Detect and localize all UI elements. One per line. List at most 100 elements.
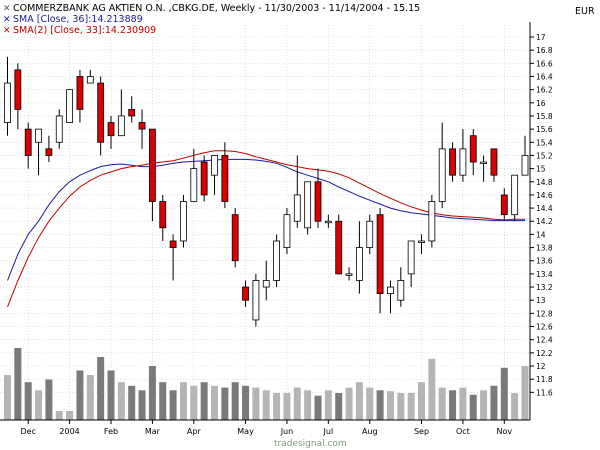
candle bbox=[428, 194, 436, 248]
volume-bar bbox=[190, 385, 198, 420]
volume-bar bbox=[304, 390, 312, 420]
y-tick-label: 14.2 bbox=[536, 217, 553, 226]
candle-body bbox=[511, 174, 519, 216]
candle bbox=[480, 155, 488, 182]
volume-bar bbox=[55, 411, 63, 420]
candle-body bbox=[469, 135, 477, 163]
volume-bars bbox=[4, 348, 529, 420]
y-tick-label: 12.8 bbox=[536, 309, 553, 318]
candle bbox=[407, 240, 415, 288]
x-tick-label: Aug bbox=[362, 427, 378, 436]
legend-marker-3: ✕ bbox=[3, 26, 11, 36]
volume-bar bbox=[355, 382, 363, 420]
candle bbox=[76, 69, 84, 123]
y-tick-label: 15.8 bbox=[536, 112, 553, 121]
volume-bar bbox=[500, 367, 508, 420]
candle bbox=[335, 214, 343, 275]
volume-bar bbox=[490, 385, 498, 420]
candle-body bbox=[211, 155, 218, 176]
volume-bar bbox=[521, 366, 529, 420]
candle-body bbox=[262, 280, 270, 288]
candle-body bbox=[376, 214, 384, 295]
candle-body bbox=[221, 155, 229, 202]
legend-marker-2: ✕ bbox=[3, 15, 11, 25]
volume-bar bbox=[14, 348, 22, 420]
candle-body bbox=[397, 280, 405, 301]
volume-bar bbox=[117, 382, 125, 420]
candle bbox=[469, 129, 477, 176]
candle bbox=[387, 280, 394, 314]
sma-33-line bbox=[7, 150, 525, 307]
x-axis-ticks: Dec 2004 Feb Mar Apr May Jun Jul Aug Sep Oct Nov bbox=[20, 420, 512, 436]
sma-lines bbox=[7, 150, 525, 307]
volume-bar bbox=[211, 385, 218, 420]
candlesticks bbox=[4, 56, 529, 327]
candle-body bbox=[159, 201, 167, 229]
candle-body bbox=[86, 76, 94, 84]
candle-body bbox=[252, 280, 260, 321]
y-tick-label: 11.8 bbox=[536, 375, 553, 384]
y-tick-label: 15.6 bbox=[536, 125, 553, 134]
candle-body bbox=[273, 240, 281, 281]
y-tick-label: 15 bbox=[536, 165, 546, 174]
candle bbox=[159, 194, 167, 241]
x-tick-label: Mar bbox=[145, 427, 161, 436]
y-tick-label: 13 bbox=[536, 296, 546, 305]
candle-body bbox=[345, 273, 353, 276]
candle-body bbox=[190, 168, 198, 202]
volume-bar bbox=[418, 382, 425, 420]
volume-bar bbox=[273, 393, 281, 420]
candle-body bbox=[24, 128, 32, 156]
volume-bar bbox=[314, 395, 322, 420]
candle-body bbox=[45, 148, 53, 156]
candle bbox=[24, 122, 32, 169]
candle-body bbox=[200, 161, 208, 196]
y-tick-label: 14 bbox=[536, 230, 546, 239]
candle bbox=[180, 194, 187, 248]
candle bbox=[4, 56, 11, 136]
candle bbox=[190, 148, 198, 202]
x-tick-label: Nov bbox=[496, 427, 512, 436]
candle bbox=[35, 128, 42, 176]
candle bbox=[148, 128, 156, 222]
y-tick-label: 16.2 bbox=[536, 86, 553, 95]
candle bbox=[345, 267, 353, 281]
candle-body bbox=[407, 240, 415, 275]
candle-body bbox=[459, 148, 467, 176]
y-tick-label: 14.4 bbox=[536, 204, 553, 213]
candle bbox=[449, 142, 456, 182]
volume-bar bbox=[459, 387, 467, 420]
y-tick-label: 14.8 bbox=[536, 178, 553, 187]
candle-body bbox=[55, 115, 63, 143]
candle-body bbox=[335, 220, 343, 275]
candle bbox=[221, 142, 229, 209]
candle bbox=[14, 63, 22, 130]
volume-bar bbox=[386, 391, 394, 420]
x-tick-label: Apr bbox=[187, 427, 202, 436]
volume-bar bbox=[293, 387, 301, 420]
candle bbox=[521, 135, 529, 176]
candle-body bbox=[66, 89, 73, 123]
x-tick-label: Jul bbox=[323, 427, 334, 436]
candle bbox=[438, 122, 446, 209]
candle bbox=[138, 109, 146, 149]
x-tick-label: Sep bbox=[414, 427, 429, 436]
candle-body bbox=[14, 69, 22, 110]
volume-bar bbox=[200, 382, 208, 420]
candle bbox=[169, 234, 177, 281]
y-tick-label: 12.4 bbox=[536, 336, 553, 345]
volume-bar bbox=[366, 387, 374, 420]
candle-body bbox=[35, 128, 42, 143]
y-tick-label: 16 bbox=[536, 99, 546, 108]
candle-body bbox=[449, 148, 456, 176]
candle-body bbox=[242, 286, 249, 301]
volume-bar bbox=[242, 385, 250, 420]
candle bbox=[86, 69, 94, 84]
y-tick-label: 15.4 bbox=[536, 138, 553, 147]
volume-bar bbox=[45, 379, 53, 420]
x-tick-label: May bbox=[237, 427, 254, 436]
candle bbox=[211, 155, 218, 195]
volume-bar bbox=[345, 387, 353, 420]
y-tick-label: 13.2 bbox=[536, 283, 553, 292]
